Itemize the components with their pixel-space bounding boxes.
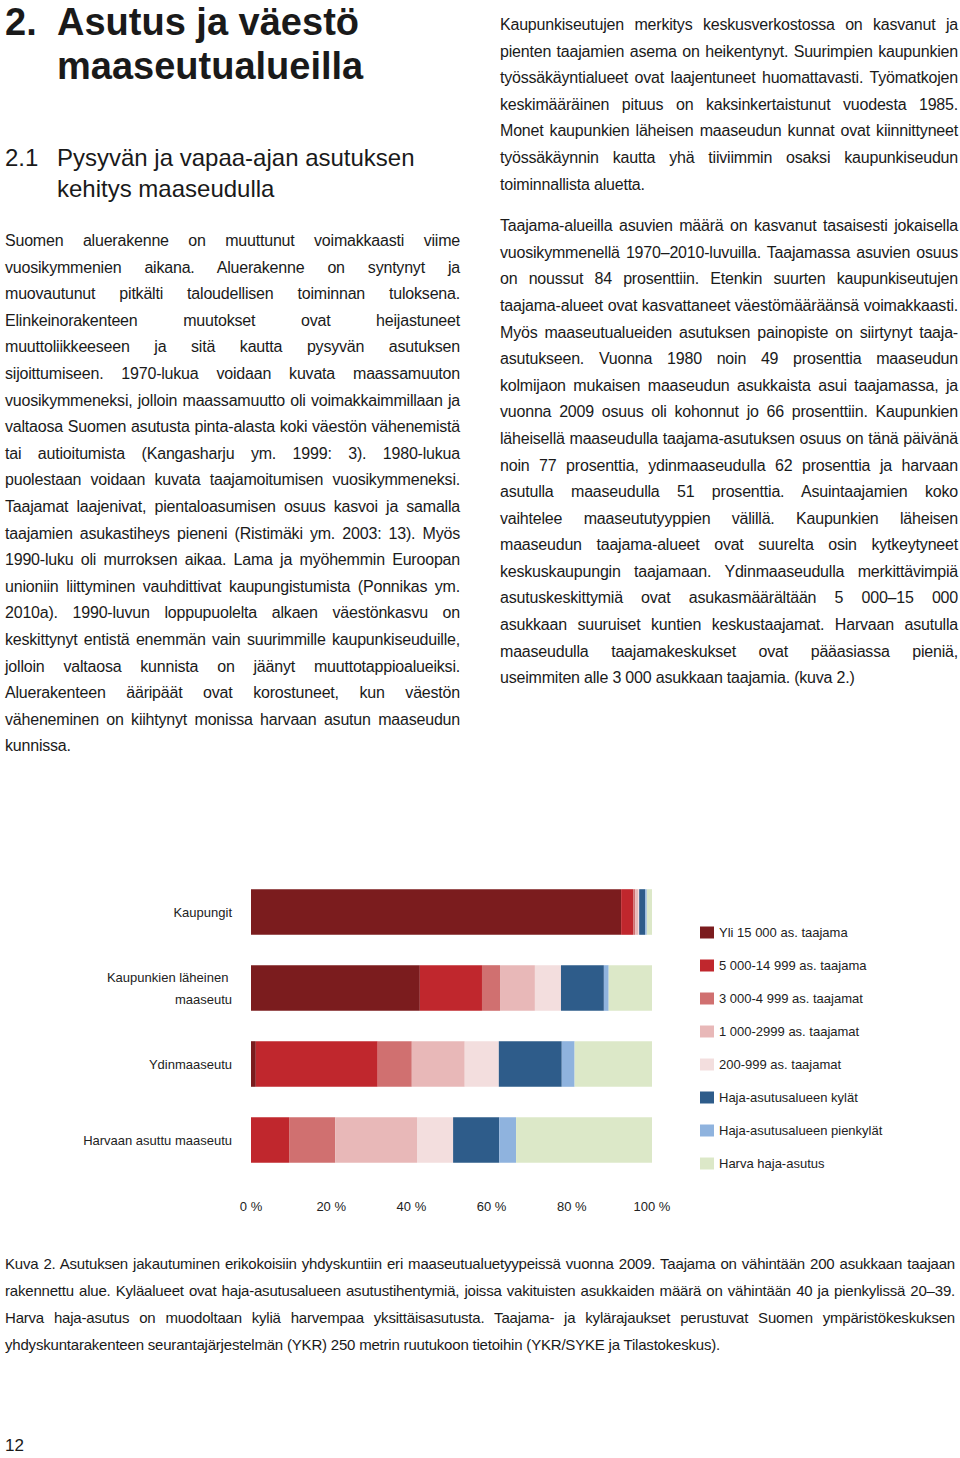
- svg-text:40 %: 40 %: [397, 1199, 427, 1214]
- svg-text:20 %: 20 %: [316, 1199, 346, 1214]
- svg-text:Haja-asutusalueen pienkylät: Haja-asutusalueen pienkylät: [719, 1123, 883, 1138]
- html-text:Taajama-alueilla asuvien määrä: Taajama-alueilla asuvien määrä on kasvan…: [500, 217, 958, 687]
- svg-text:3 000-4 999 as. taajamat: 3 000-4 999 as. taajamat: [719, 991, 863, 1006]
- svg-text:Harvaan asuttu maaseutu: Harvaan asuttu maaseutu: [83, 1133, 232, 1148]
- svg-text:maaseutu: maaseutu: [175, 992, 232, 1007]
- svg-text:200-999 as. taajamat: 200-999 as. taajamat: [719, 1057, 842, 1072]
- svg-text:Kaupungit: Kaupungit: [173, 905, 232, 920]
- svg-text:Yli 15 000 as. taajama: Yli 15 000 as. taajama: [719, 925, 848, 940]
- svg-text:100 %: 100 %: [634, 1199, 671, 1214]
- svg-text:60 %: 60 %: [477, 1199, 507, 1214]
- html-text:Asutus ja väestö maaseutualuei: Asutus ja väestö maaseutualueilla: [57, 1, 364, 87]
- html-text:12: 12: [5, 1436, 24, 1455]
- html-text:Kuva 2. Asutuksen jakautuminen: Kuva 2. Asutuksen jakautuminen erikokois…: [5, 1255, 955, 1353]
- svg-text:1 000-2999 as. taajamat: 1 000-2999 as. taajamat: [719, 1024, 860, 1039]
- svg-text:0 %: 0 %: [240, 1199, 263, 1214]
- html-text:Suomen aluerakenne on muuttunu: Suomen aluerakenne on muuttunut voimakka…: [5, 232, 460, 755]
- svg-text:Harva haja-asutus: Harva haja-asutus: [719, 1156, 825, 1171]
- svg-text:Kaupunkien läheinen: Kaupunkien läheinen: [107, 970, 232, 985]
- html-text:Pysyvän ja vapaa-ajan asutukse: Pysyvän ja vapaa-ajan asutuksen kehitys …: [57, 144, 415, 202]
- svg-text:80 %: 80 %: [557, 1199, 587, 1214]
- svg-text:Haja-asutusalueen kylät: Haja-asutusalueen kylät: [719, 1090, 858, 1105]
- svg-text:5 000-14 999 as. taajama: 5 000-14 999 as. taajama: [719, 958, 867, 973]
- html-text:Kaupunkiseutujen merkitys kesk: Kaupunkiseutujen merkitys keskusverkosto…: [500, 16, 958, 193]
- svg-text:Ydinmaaseutu: Ydinmaaseutu: [149, 1057, 232, 1072]
- html-text:2.1: 2.1: [5, 144, 39, 171]
- html-text:2.: 2.: [5, 1, 37, 43]
